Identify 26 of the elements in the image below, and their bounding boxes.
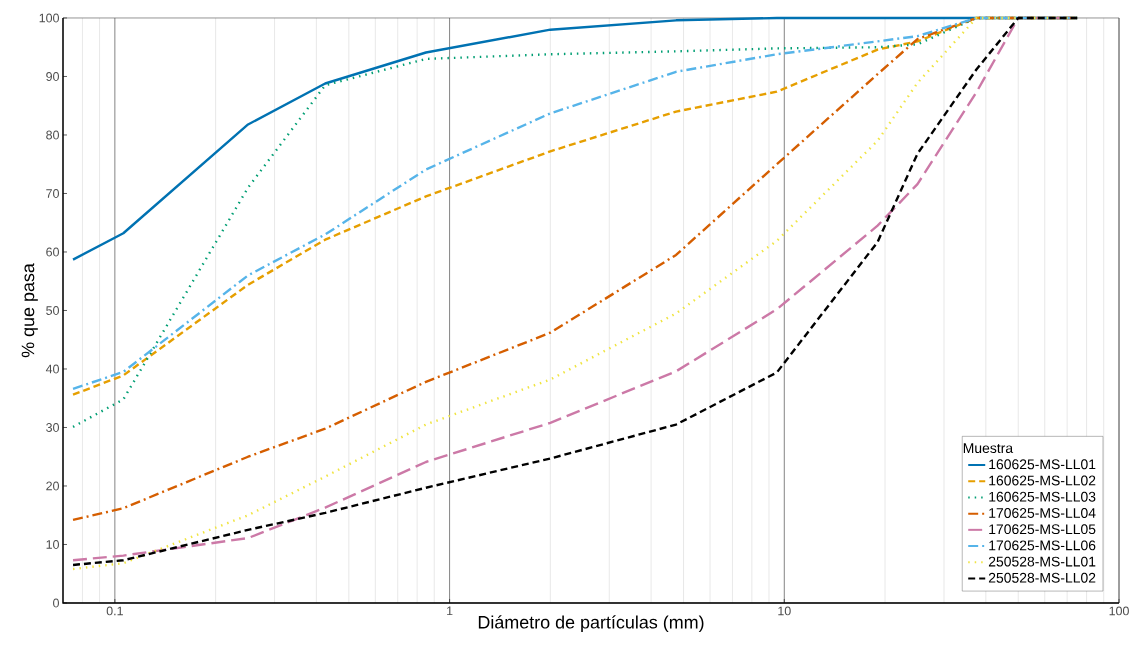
legend-label: 250528-MS-LL01 [988, 556, 1096, 567]
y-tick-label: 80 [46, 130, 59, 140]
x-tick-label: 10 [778, 606, 791, 616]
y-axis-title: % que pasa [21, 263, 38, 358]
y-tick-label: 90 [46, 72, 59, 81]
y-tick-label: 20 [46, 481, 59, 491]
legend-label: 170625-MS-LL06 [989, 540, 1096, 551]
y-tick-label: 40 [45, 364, 59, 374]
legend-label: 160625-MS-LL01 [989, 459, 1096, 470]
legend-label: 160625-MS-LL02 [989, 475, 1096, 486]
y-tick-label: 70 [46, 189, 59, 198]
legend-label: 170625-MS-LL05 [989, 524, 1096, 535]
y-tick-label: 60 [46, 247, 59, 257]
y-tick-label: 0 [53, 598, 59, 608]
y-tick-label: 30 [46, 423, 59, 432]
y-tick-label: 10 [46, 540, 59, 549]
y-tick-label: 100 [39, 13, 59, 23]
legend-label: 250528-MS-LL02 [988, 572, 1096, 583]
x-tick-label: 100 [1109, 606, 1129, 616]
legend-title: Muestra [963, 443, 1014, 454]
legend-label: 170625-MS-LL04 [989, 508, 1096, 518]
y-tick-label: 50 [46, 306, 59, 315]
legend-label: 160625-MS-LL03 [989, 491, 1096, 502]
x-axis-title: Diámetro de partículas (mm) [478, 615, 704, 633]
x-tick-label: 1 [447, 606, 453, 616]
x-tick-label: 0.1 [106, 606, 123, 616]
